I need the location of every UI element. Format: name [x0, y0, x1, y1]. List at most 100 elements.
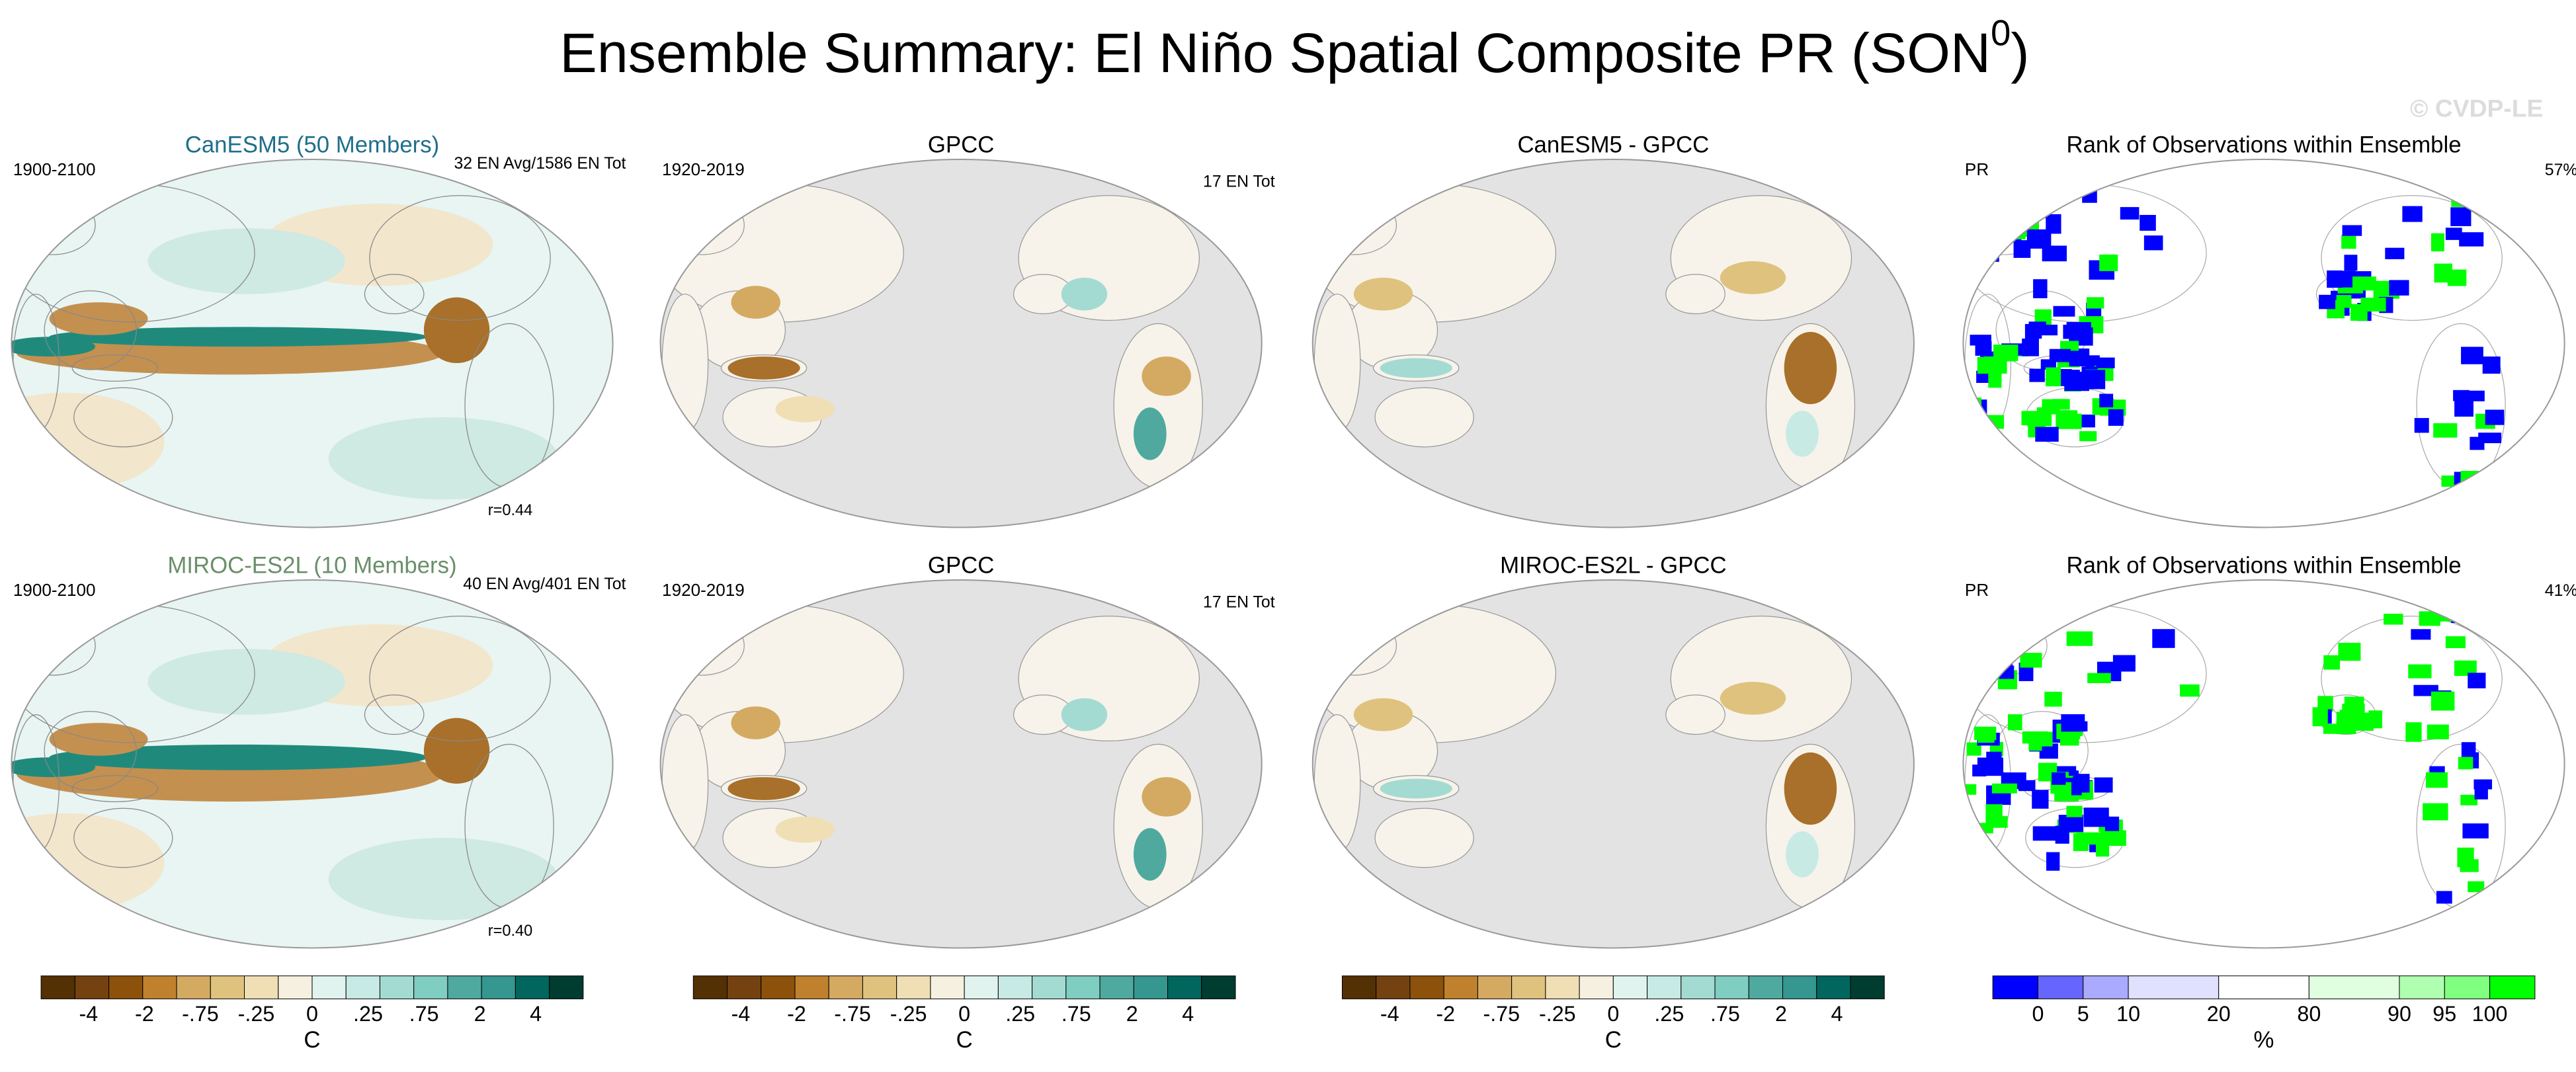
- rank-cell: [2085, 355, 2100, 367]
- rank-cell: [2460, 859, 2479, 872]
- panel-left-label: 1920-2019: [662, 580, 745, 600]
- panel-left-label: PR: [1965, 159, 1989, 179]
- colorbar-box: [2218, 975, 2309, 999]
- map: [1963, 579, 2565, 948]
- colorbar-box: [2128, 975, 2220, 999]
- coastline: [364, 694, 425, 735]
- panel-right-label: 41%: [2545, 582, 2576, 600]
- colorbar-box: [1511, 975, 1546, 999]
- rank-cell: [2444, 181, 2466, 192]
- rank-cell: [2087, 673, 2111, 683]
- rank-cell: [2344, 255, 2358, 271]
- colorbar-box: [379, 975, 415, 999]
- rank-cell: [2033, 279, 2048, 298]
- colorbar-box: [1443, 975, 1478, 999]
- panel-right-label: 40 EN Avg/401 EN Tot: [463, 575, 626, 593]
- panel-title: Rank of Observations within Ensemble: [2066, 553, 2461, 578]
- rank-cell: [2442, 598, 2458, 612]
- rank-cell: [2026, 229, 2052, 249]
- rank-cell: [2032, 826, 2058, 841]
- anomaly: [49, 327, 427, 347]
- rank-cell: [2458, 585, 2475, 606]
- anomaly: [1786, 831, 1819, 878]
- colorbar-label: 0: [306, 1002, 318, 1026]
- title-superscript: 0: [1991, 13, 2011, 54]
- anomaly: [1133, 407, 1167, 460]
- panel-title: Rank of Observations within Ensemble: [2066, 132, 2461, 157]
- watermark: © CVDP-LE: [2410, 94, 2543, 122]
- rank-cell: [2447, 269, 2467, 286]
- rank-cell: [2032, 790, 2049, 809]
- rank-cell: [1964, 218, 1979, 237]
- anomaly: [775, 395, 835, 423]
- coastline: [73, 387, 173, 448]
- coastline: [2321, 195, 2503, 321]
- title-end: ): [2011, 22, 2029, 84]
- rank-cell: [2066, 631, 2093, 646]
- colorbar-box: [862, 975, 897, 999]
- map-border: [1962, 579, 2565, 949]
- title-text: Ensemble Summary: El Niño Spatial Compos…: [560, 22, 1991, 84]
- anomaly: [731, 286, 780, 319]
- rank-cell: [2007, 190, 2022, 205]
- anomaly: [1784, 752, 1837, 825]
- rank-cell: [2053, 306, 2075, 317]
- coastline: [44, 711, 137, 791]
- rank-cell: [2459, 173, 2483, 190]
- anomaly: [49, 723, 148, 756]
- colorbar-label: .75: [409, 1002, 439, 1026]
- rank-cell: [2112, 655, 2136, 672]
- rank-cell: [2384, 614, 2403, 625]
- colorbar-label: 2: [1126, 1002, 1138, 1026]
- colorbar-label: 4: [1831, 1002, 1843, 1026]
- rank-cell: [2042, 245, 2067, 262]
- colorbar-label: .75: [1061, 1002, 1091, 1026]
- anomaly: [49, 302, 148, 335]
- anomaly: [1380, 358, 1452, 378]
- colorbar-label: 10: [2116, 1002, 2140, 1026]
- rank-cell: [2108, 409, 2124, 426]
- rank-cell: [2323, 655, 2341, 670]
- rank-cell: [2431, 233, 2444, 252]
- coastline: [369, 195, 551, 321]
- rank-cell: [2036, 324, 2058, 336]
- rank-cell: [2152, 629, 2175, 648]
- rank-cell: [2468, 881, 2485, 893]
- rank-cell: [2104, 816, 2120, 831]
- coastline: [2440, 169, 2508, 203]
- panel-right-label: 57%: [2545, 161, 2576, 179]
- coastline: [44, 290, 137, 370]
- colorbar-box: [1579, 975, 1614, 999]
- rank-cell: [2385, 247, 2405, 259]
- rank-cell: [1986, 751, 2002, 770]
- rank-cell: [2475, 604, 2491, 619]
- colorbar-label: 20: [2207, 1002, 2231, 1026]
- colorbar-label: 5: [2077, 1002, 2089, 1026]
- map-border: [1962, 158, 2565, 528]
- rank-cell: [2094, 777, 2113, 793]
- rank-cell: [2426, 772, 2448, 788]
- land: [1790, 589, 1857, 624]
- anomaly: [1142, 356, 1191, 396]
- anomaly: [727, 777, 800, 800]
- rank-cell: [2079, 414, 2095, 428]
- rank-cell: [2035, 427, 2059, 442]
- rank-cell: [2485, 612, 2501, 628]
- map-border: [659, 579, 1263, 949]
- coastline: [2440, 589, 2508, 624]
- colorbar-label: 80: [2297, 1002, 2321, 1026]
- rank-cell: [2079, 431, 2097, 442]
- colorbar-box: [2308, 975, 2400, 999]
- colorbar-box: [1409, 975, 1444, 999]
- colorbar-label: -.25: [890, 1002, 927, 1026]
- panel-right-label: 32 EN Avg/1586 EN Tot: [454, 155, 626, 173]
- rank-cell: [2423, 803, 2448, 821]
- rank-cell: [2464, 191, 2478, 204]
- map: [660, 159, 1262, 528]
- rank-cell: [2312, 707, 2328, 727]
- panel-title: GPCC: [928, 132, 994, 157]
- rank-cell: [2411, 629, 2431, 640]
- colorbar-label: -4: [79, 1002, 98, 1026]
- colorbar-box: [244, 975, 279, 999]
- land: [1374, 387, 1474, 448]
